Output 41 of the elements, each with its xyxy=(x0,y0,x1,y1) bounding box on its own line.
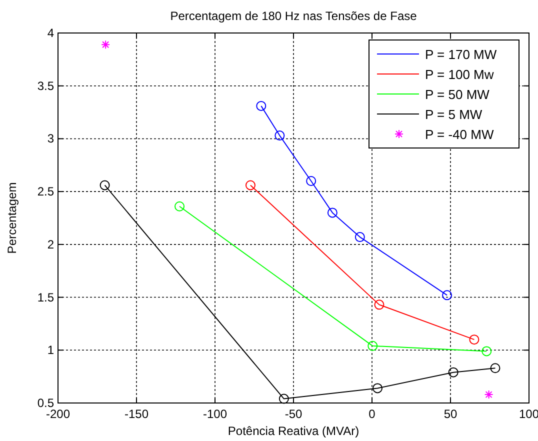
y-tick-label: 3.5 xyxy=(37,78,54,93)
y-tick-label: 2 xyxy=(47,237,54,252)
point xyxy=(256,100,266,111)
point xyxy=(448,367,458,378)
x-axis-title: Potência Reativa (MVAr) xyxy=(228,424,360,438)
legend-label: P = 100 Mw xyxy=(425,67,494,82)
x-tick-label: -200 xyxy=(46,407,70,421)
y-tick-label: 1 xyxy=(47,343,54,358)
point xyxy=(484,390,494,400)
point xyxy=(245,180,256,190)
point xyxy=(490,363,500,374)
y-tick-label: 1.5 xyxy=(37,290,54,304)
y-tick-label: 0.5 xyxy=(37,396,54,410)
x-tick-label: -50 xyxy=(284,407,302,421)
legend-label: P = 50 MW xyxy=(425,87,490,102)
point xyxy=(482,346,492,356)
y-tick-label: 4 xyxy=(47,26,54,40)
y-axis-title: Percentagem xyxy=(5,182,19,254)
legend-label: P = 5 MW xyxy=(425,107,483,122)
point xyxy=(442,290,452,300)
point xyxy=(327,208,338,218)
point xyxy=(100,180,110,190)
y-tick-label: 3 xyxy=(47,132,54,146)
point xyxy=(101,40,110,50)
point xyxy=(374,300,384,310)
point xyxy=(372,383,382,394)
x-tick-label: -100 xyxy=(202,407,228,421)
chart-title: Percentagem de 180 Hz nas Tensões de Fase xyxy=(170,9,418,23)
y-tick-label: 2.5 xyxy=(37,184,54,199)
point xyxy=(278,394,289,404)
point xyxy=(368,340,378,351)
x-tick-label: -150 xyxy=(124,407,149,421)
point xyxy=(274,130,285,141)
point xyxy=(306,176,316,186)
legend-label: P = -40 MW xyxy=(425,127,494,142)
point xyxy=(469,334,480,345)
x-tick-label: 50 xyxy=(444,407,458,421)
x-tick-label: 0 xyxy=(368,407,376,421)
point xyxy=(354,232,365,242)
legend-label: P = 170 MW xyxy=(425,47,498,62)
point xyxy=(174,201,185,212)
